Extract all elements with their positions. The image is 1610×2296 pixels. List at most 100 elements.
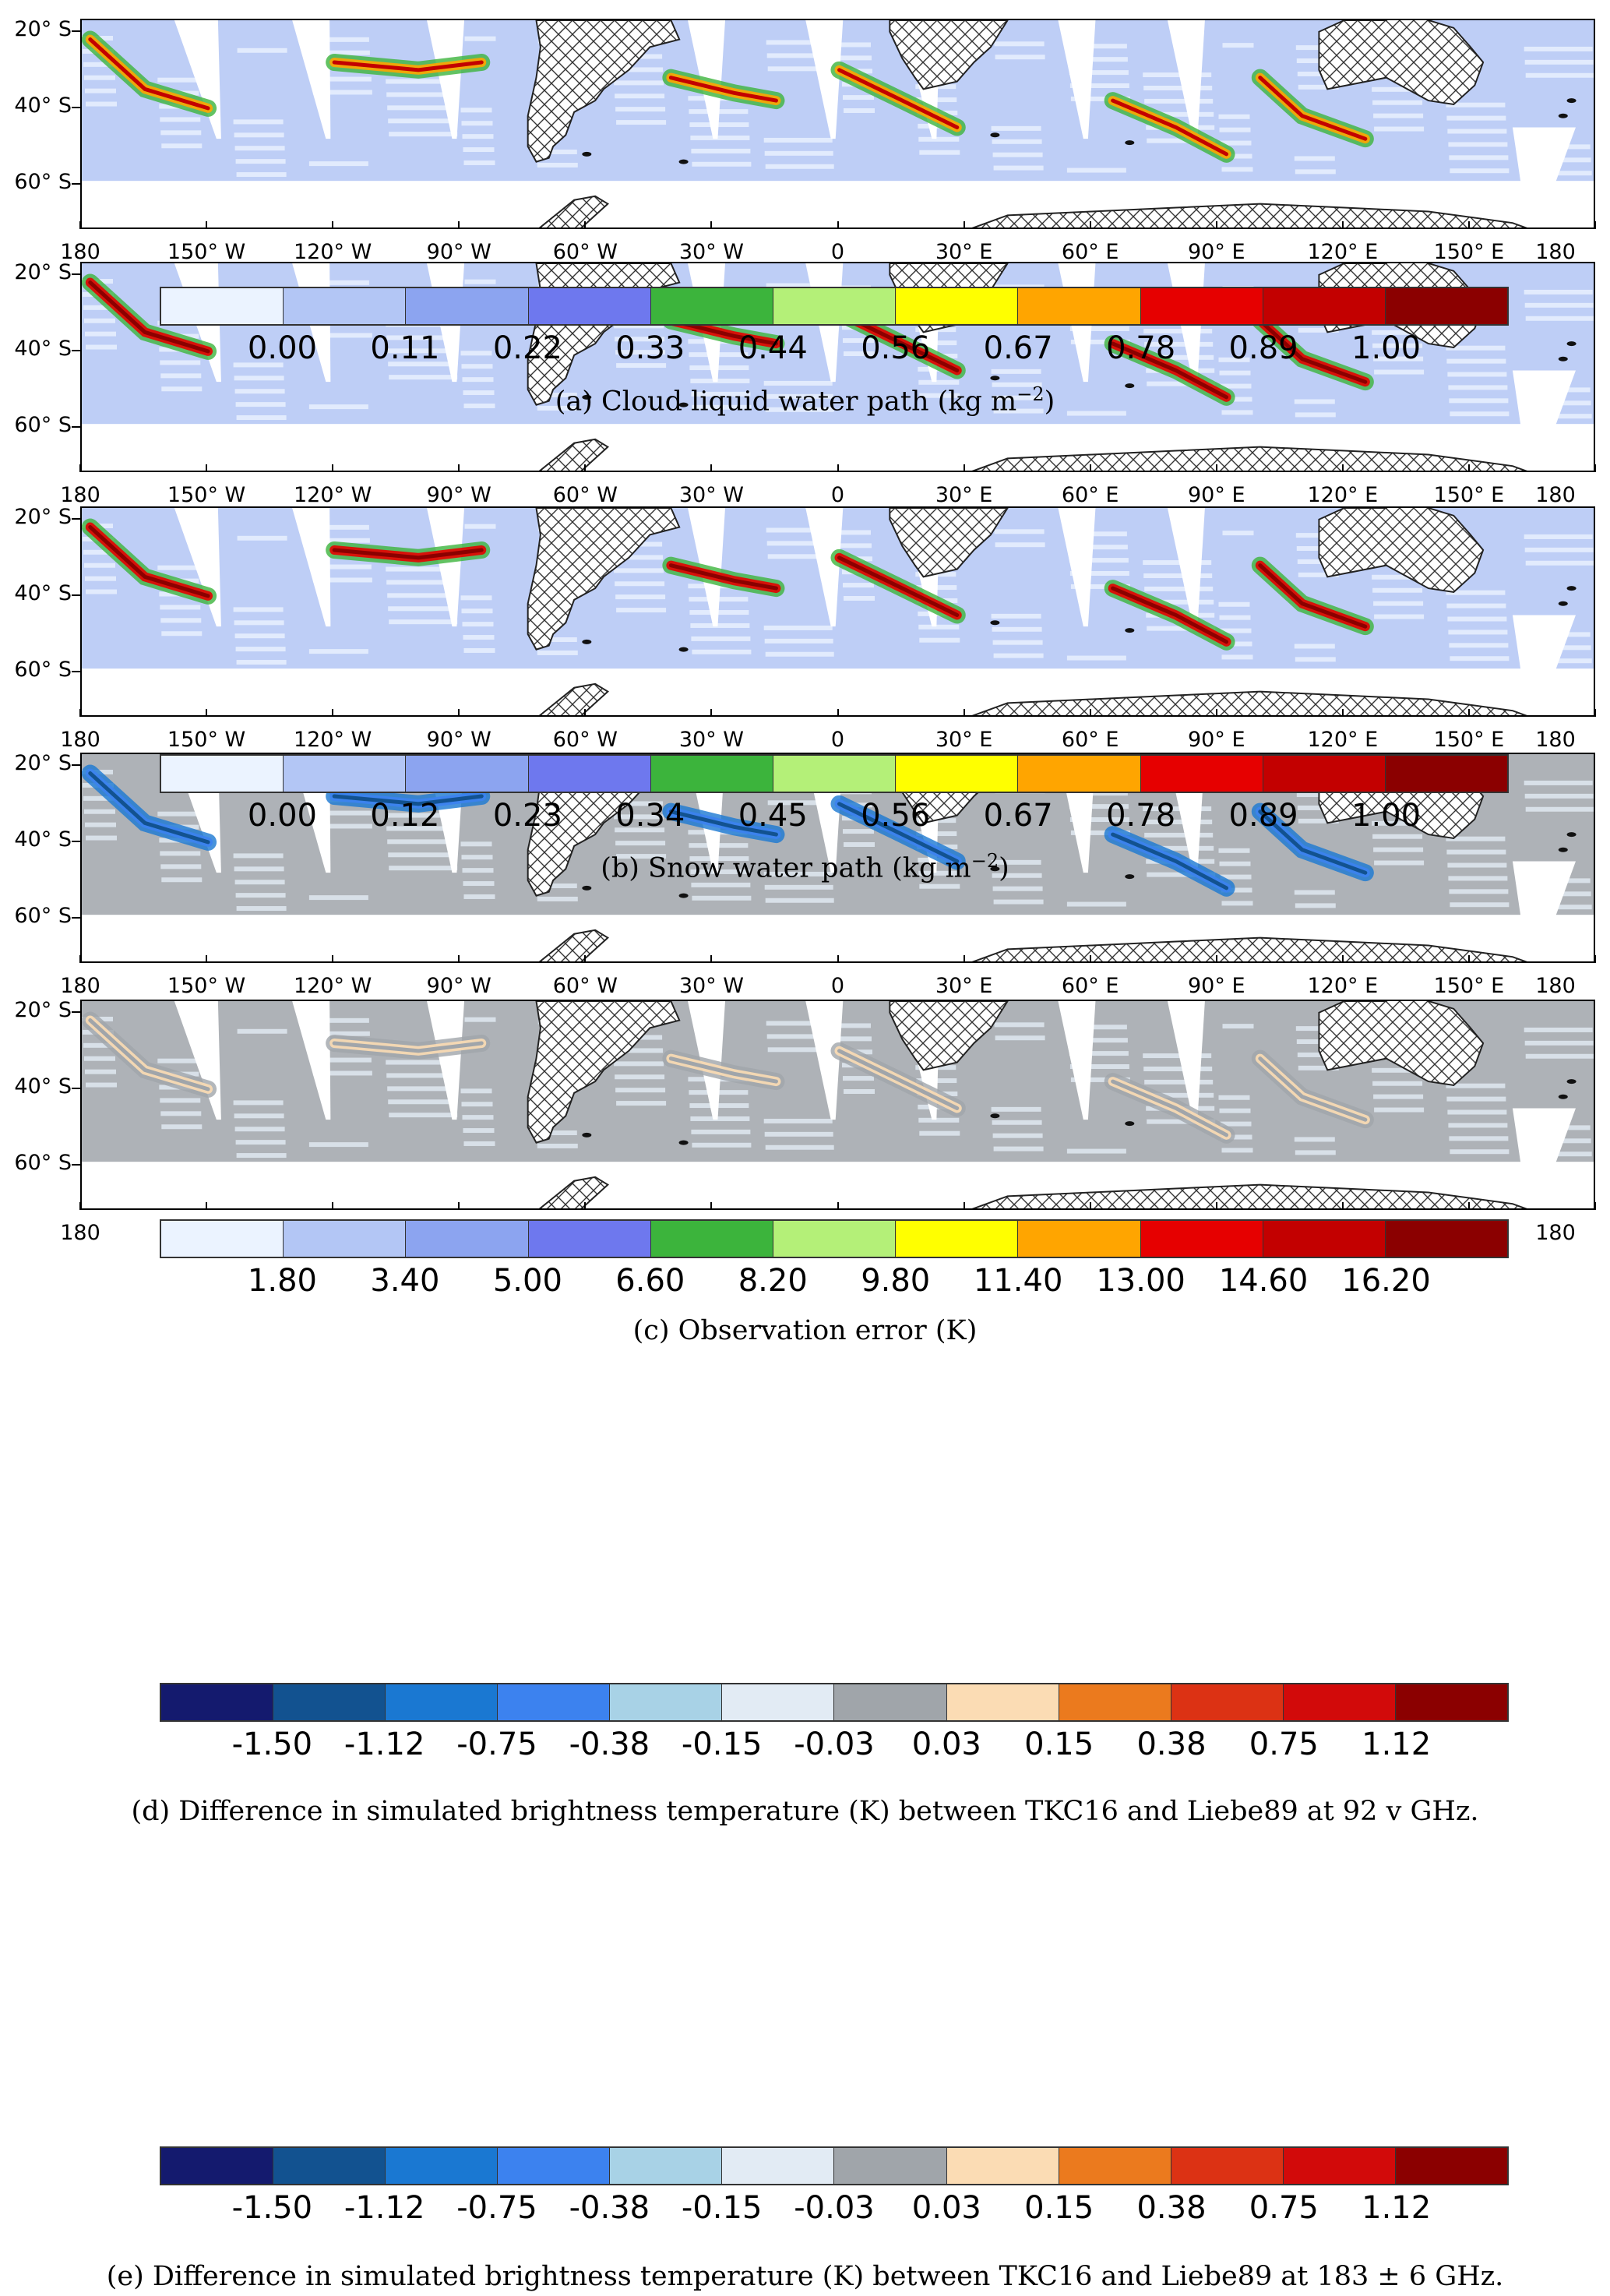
swath-texture	[992, 626, 1042, 632]
x-tick-label: 0	[830, 974, 845, 998]
colorbar-label: -0.03	[794, 2190, 875, 2226]
x-tick-mark	[710, 1202, 713, 1210]
x-tick-mark	[458, 464, 460, 472]
x-tick-label: 180	[1535, 483, 1576, 507]
swath-texture	[1295, 412, 1336, 418]
swath-texture	[386, 92, 456, 97]
swath-texture	[461, 855, 493, 860]
swath-texture	[235, 159, 286, 164]
front-band-core	[837, 1049, 960, 1110]
colorbar-label: 0.75	[1249, 2190, 1319, 2226]
caption-text: (e) Difference in simulated brightness t…	[106, 2261, 1504, 2292]
swath-texture	[918, 1117, 960, 1123]
island	[990, 620, 1000, 626]
swath-texture	[309, 280, 369, 285]
front-band-core	[1111, 98, 1229, 157]
swath-gap	[1167, 508, 1205, 627]
swath-texture	[1524, 302, 1594, 308]
caption-text: (d) Difference in simulated brightness t…	[131, 1796, 1479, 1827]
colorbar-swatch	[946, 1684, 1059, 1720]
swath-texture	[1219, 1108, 1251, 1113]
swath-texture	[160, 1098, 201, 1103]
swath-texture	[1524, 1040, 1594, 1046]
swath-texture	[463, 403, 495, 408]
colorbar-label: 0.03	[911, 2190, 981, 2226]
swath-texture	[844, 351, 875, 356]
swath-texture	[614, 323, 664, 329]
x-tick-label: 150° W	[167, 483, 246, 507]
swath-texture	[1145, 845, 1214, 851]
south-america-land	[527, 1001, 681, 1144]
colorbar-swatch	[773, 1221, 897, 1257]
australia-land	[1318, 20, 1485, 106]
swath-texture	[234, 620, 284, 626]
x-tick-label: 120° W	[293, 728, 372, 752]
swath-texture	[1373, 847, 1424, 852]
swath-texture	[312, 810, 372, 816]
x-tick-mark	[584, 221, 587, 229]
island	[1566, 586, 1577, 591]
colorbar-label: 0.78	[1106, 330, 1176, 366]
x-tick-mark	[206, 221, 208, 229]
swath-texture	[764, 884, 833, 890]
swath-texture	[1144, 586, 1214, 591]
swath-texture	[1067, 531, 1127, 537]
front-band-core	[668, 76, 778, 103]
colorbar-swatch	[161, 288, 284, 324]
colorbar-swatch	[896, 756, 1019, 792]
swath-texture	[537, 1143, 578, 1148]
swath-texture	[1448, 142, 1508, 147]
swath-texture	[464, 524, 496, 529]
x-tick-label: 150° E	[1433, 240, 1505, 264]
colorbar-c	[160, 1219, 1509, 1258]
swath-texture	[1222, 43, 1254, 48]
x-tick-mark	[710, 464, 713, 472]
swath-texture	[1221, 901, 1253, 906]
swath-texture	[85, 576, 116, 581]
island	[678, 893, 689, 898]
colorbar-label: 0.44	[738, 330, 808, 366]
x-tick-mark	[206, 709, 208, 717]
swath-texture	[995, 542, 1045, 548]
swath-texture	[1221, 641, 1252, 647]
colorbar-label: 3.40	[370, 1263, 440, 1299]
swath-texture	[994, 529, 1045, 534]
swath-texture	[1066, 168, 1126, 173]
swath-texture	[464, 279, 496, 284]
swath-texture	[767, 1047, 837, 1053]
swath-texture	[843, 829, 874, 834]
swath-texture	[991, 125, 1041, 131]
colorbar-swatch	[1283, 1684, 1396, 1720]
swath-texture	[764, 638, 833, 644]
swath-texture	[1446, 603, 1506, 608]
swath-texture	[84, 809, 115, 814]
swath-texture	[840, 530, 871, 535]
y-tick-label: 60° S	[14, 904, 72, 929]
colorbar-swatch	[406, 288, 529, 324]
swath-texture	[766, 1034, 836, 1039]
swath-texture	[1068, 545, 1128, 550]
colorbar-swatch	[1385, 756, 1508, 792]
x-tick-label: 180	[60, 974, 100, 998]
x-tick-mark	[1089, 955, 1091, 963]
swath-texture	[460, 351, 492, 356]
swath-texture	[766, 53, 836, 58]
swath-texture	[236, 906, 287, 912]
swath-texture	[309, 1018, 369, 1023]
swath-texture	[387, 348, 456, 354]
front-band-core	[88, 280, 210, 354]
colorbar-swatch	[1140, 288, 1263, 324]
swath-gap	[1512, 370, 1576, 429]
x-tick-mark	[1467, 955, 1470, 963]
swath-texture	[83, 795, 114, 801]
swath-texture	[233, 853, 284, 859]
swath-texture	[463, 894, 495, 899]
front-band-core	[837, 555, 960, 617]
swath-texture	[157, 77, 199, 83]
swath-texture	[1143, 573, 1213, 578]
y-tick-label: 20° S	[14, 504, 72, 529]
swath-texture	[1069, 571, 1129, 577]
x-tick-label: 30° W	[678, 728, 744, 752]
swath-texture	[1372, 86, 1422, 92]
x-tick-mark	[1341, 221, 1344, 229]
